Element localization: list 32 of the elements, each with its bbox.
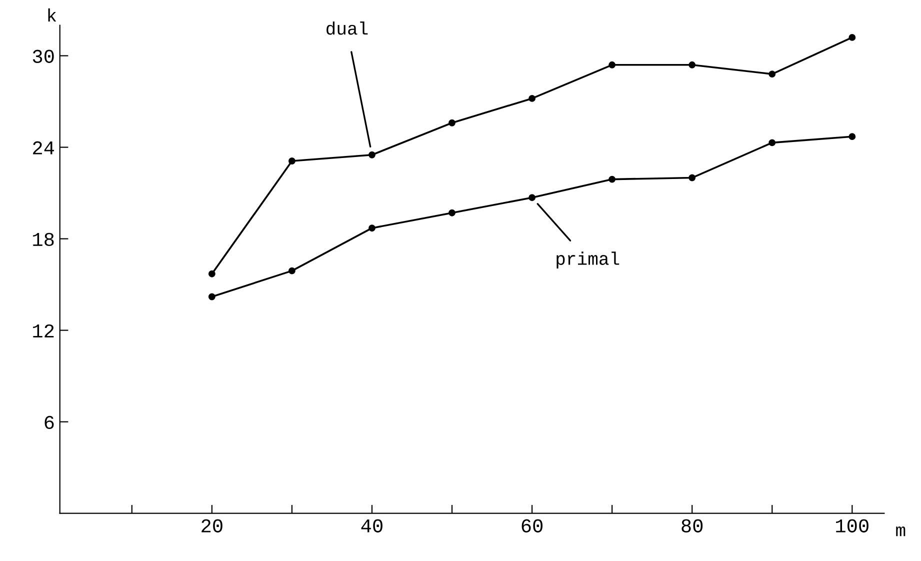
point [688,61,696,68]
point [368,151,376,158]
point [208,293,216,300]
annotation: primal [556,252,620,269]
x-tick-label: 80 [682,519,703,532]
point [288,267,296,274]
x-tick-label: 60 [522,519,543,532]
point [768,139,776,146]
y-tick-label: 30 [32,50,54,63]
x-tick-label: 100 [836,519,868,532]
point [448,209,456,216]
point [208,270,216,278]
point [448,119,456,126]
point [688,174,696,182]
y-tick-label: 12 [33,324,54,338]
x-axis-title: m [896,526,906,536]
point [768,70,776,78]
annotation: dual [326,21,368,35]
point [848,34,856,41]
point [848,133,856,140]
y-tick-label: 6 [44,416,54,430]
point [608,176,616,183]
point [608,61,616,68]
x-tick-label: 40 [361,519,382,532]
y-tick-label: 18 [33,232,54,246]
point [528,194,536,202]
y-tick-label: 24 [33,141,54,154]
point [368,224,376,232]
point [528,94,536,102]
x-tick-label: 20 [202,519,222,532]
point [288,158,296,164]
y-axis-title: k [48,8,56,22]
